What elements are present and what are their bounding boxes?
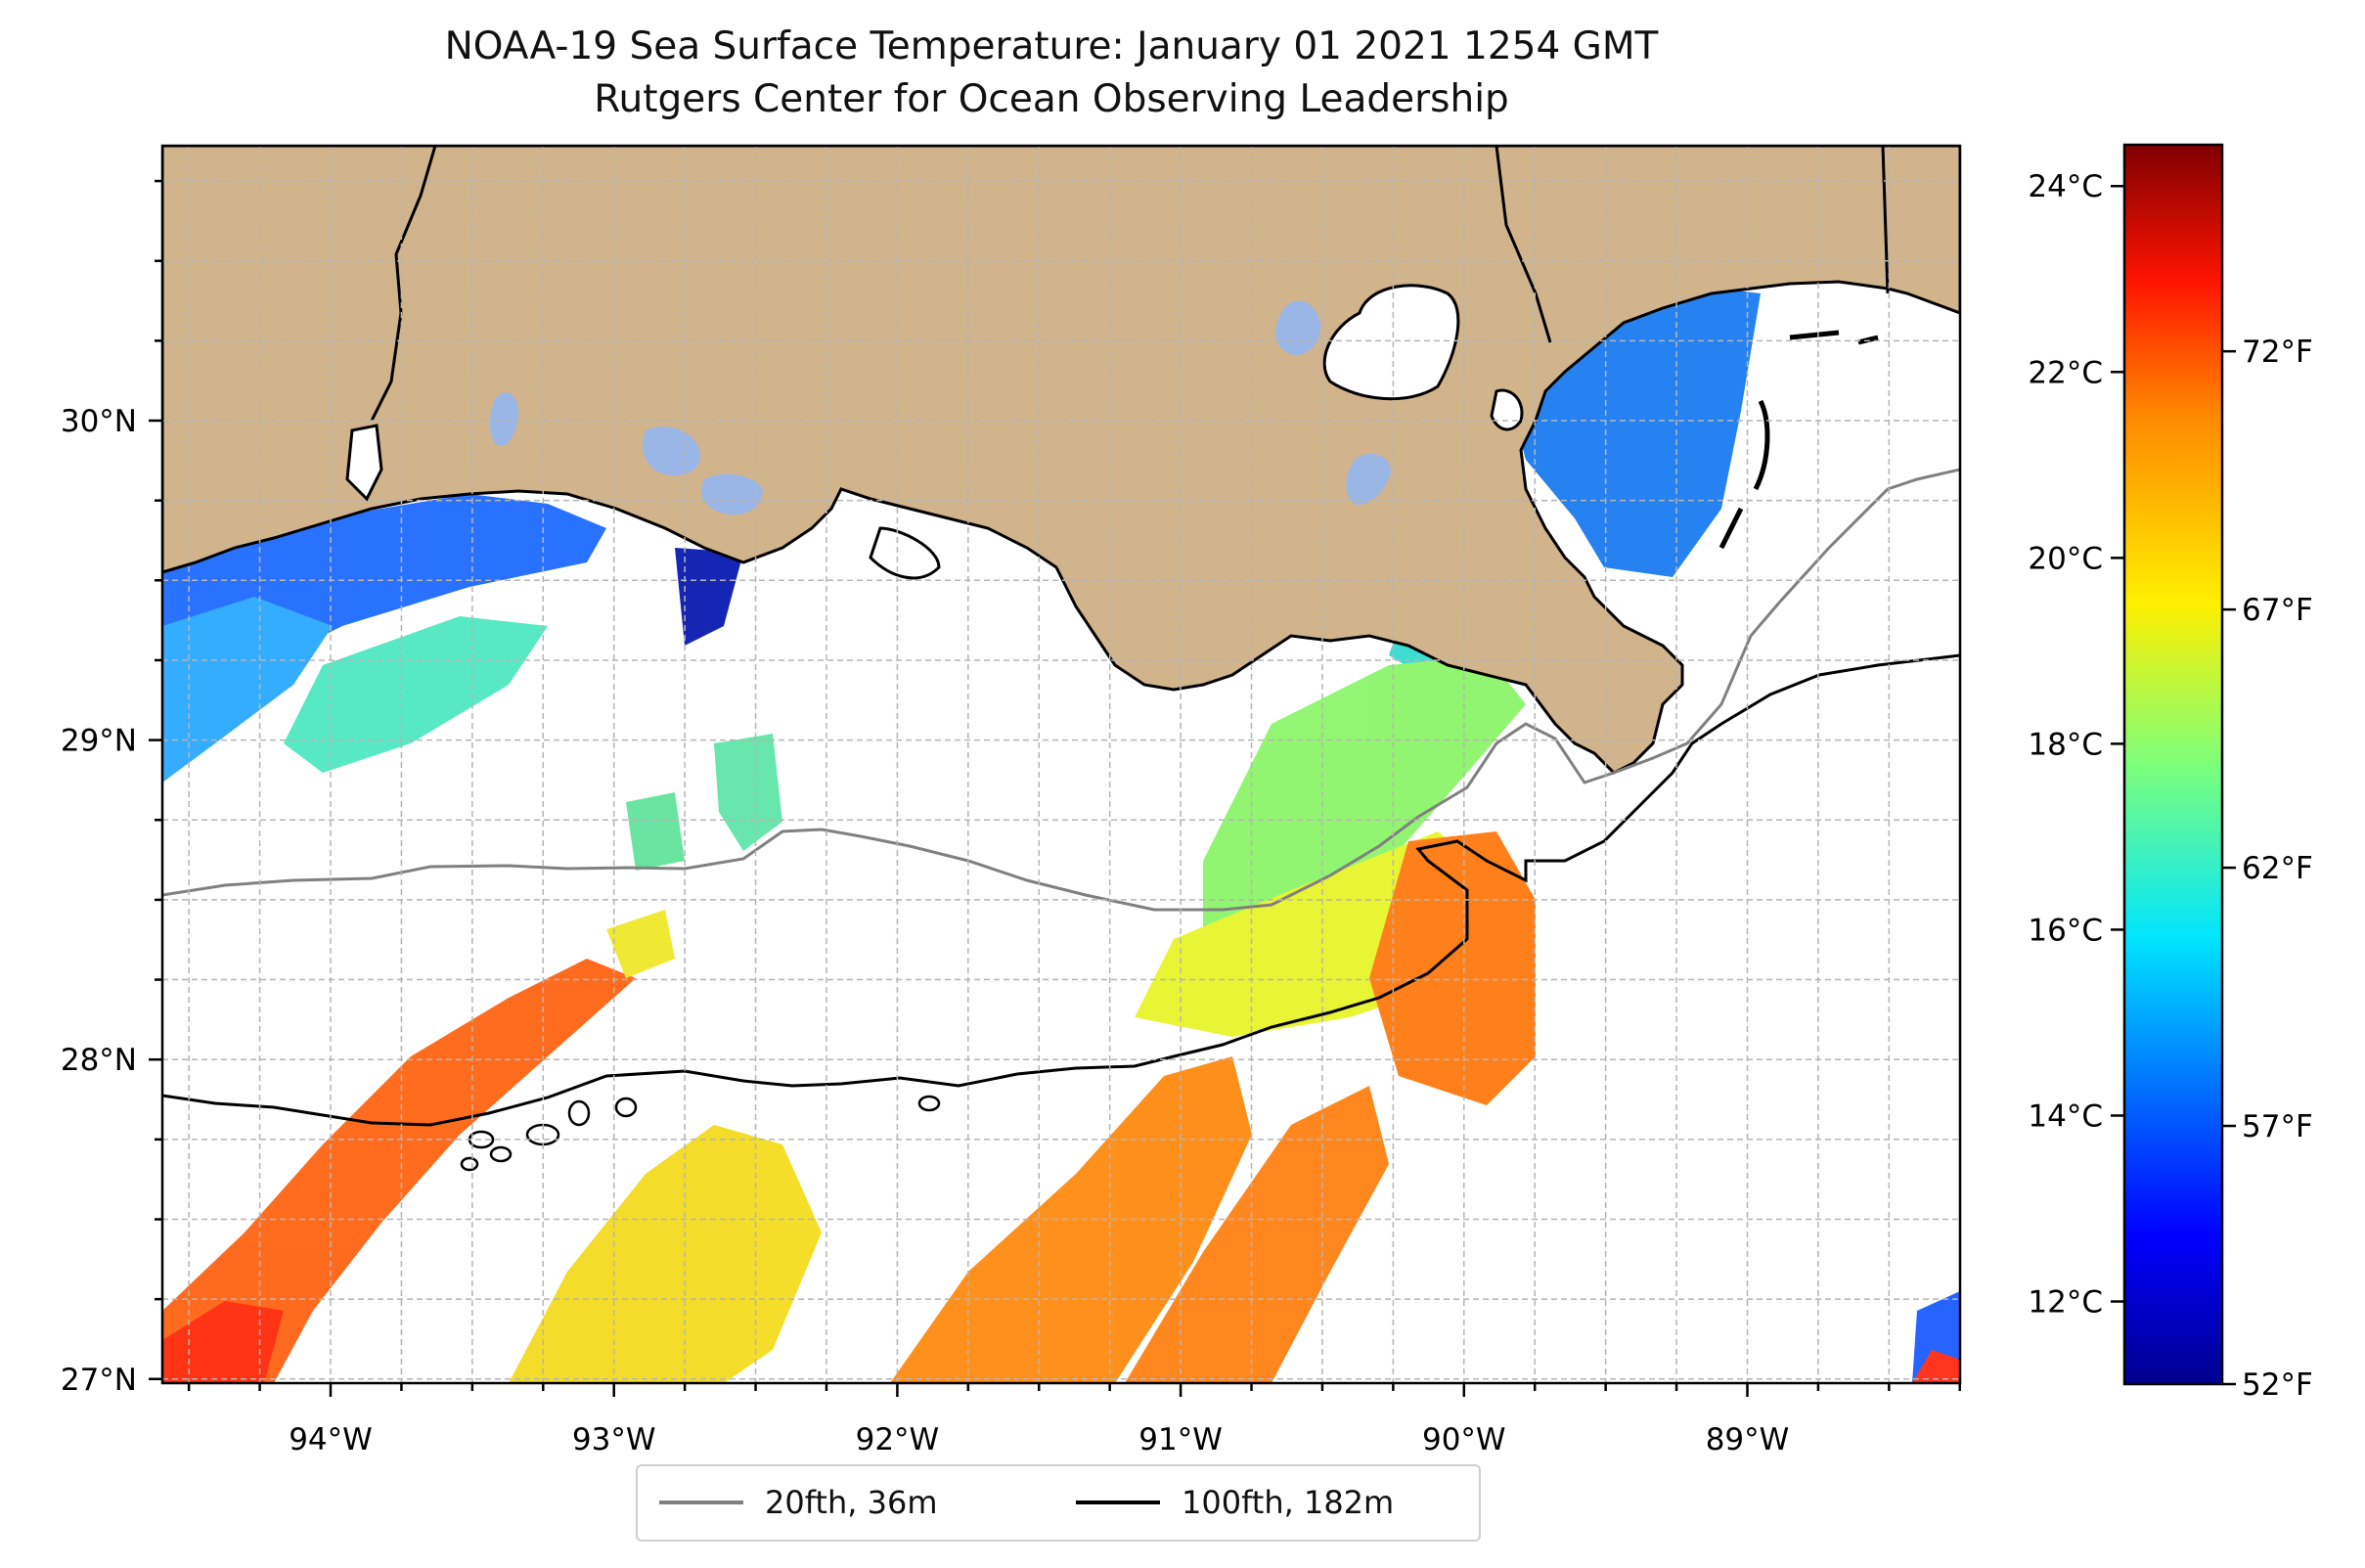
lake-pontchartrain <box>1322 284 1460 401</box>
latitude-labels: 30°N 29°N 28°N 27°N <box>61 404 137 1398</box>
lat-tick-label: 29°N <box>61 724 137 759</box>
lakes <box>345 284 1524 580</box>
chandeleur-islands <box>1718 330 1879 550</box>
lat-tick-label: 30°N <box>61 404 137 439</box>
longitude-labels: 94°W 93°W 92°W 91°W 90°W 89°W <box>289 1422 1789 1457</box>
lat-tick-label: 28°N <box>61 1043 137 1078</box>
legend-item-20fth: 20fth, 36m <box>659 1484 937 1521</box>
fahrenheit-tick-label: 52°F <box>2242 1367 2313 1403</box>
sst-swath-sw-orange <box>162 959 636 1383</box>
land-mass <box>162 146 1960 775</box>
isobath-20fth <box>162 468 1960 912</box>
fahrenheit-tick-label: 72°F <box>2242 335 2313 370</box>
sst-swath-dark-blue <box>675 548 743 646</box>
sst-swath-sw-yellow-2 <box>606 910 675 978</box>
river-line-2 <box>1495 146 1552 343</box>
lake-5 <box>489 392 518 446</box>
colorbar-ticks: 24°C 22°C 20°C 18°C 16°C 14°C 12°C 72°F 67°F 62°F… <box>2028 169 2312 1403</box>
sst-swath-sw-yellow <box>509 1125 822 1383</box>
celsius-tick-label: 22°C <box>2028 355 2103 390</box>
map-subtitle: Rutgers Center for Ocean Observing Leade… <box>594 77 1509 121</box>
gridlines <box>162 146 1961 1383</box>
lon-tick-label: 92°W <box>856 1422 940 1457</box>
colorbar <box>2122 143 2224 1386</box>
lake-2 <box>1346 454 1391 505</box>
fahrenheit-tick-label: 57°F <box>2242 1109 2313 1144</box>
lon-tick-label: 91°W <box>1138 1422 1223 1457</box>
lake-3 <box>642 426 700 476</box>
sst-swath-south-orange-1 <box>890 1056 1252 1383</box>
lake-borgne <box>1490 388 1524 431</box>
sst-swath-patch-2 <box>626 792 685 871</box>
celsius-tick-label: 16°C <box>2028 913 2103 948</box>
isobath-100fth <box>162 653 1960 1127</box>
legend-swatch-20fth <box>659 1501 743 1504</box>
sabine-lake <box>345 424 383 502</box>
lon-tick-label: 90°W <box>1422 1422 1506 1457</box>
lon-tick-label: 89°W <box>1706 1422 1790 1457</box>
sst-swaths <box>162 284 1960 1383</box>
legend-swatch-100fth <box>1076 1501 1160 1504</box>
legend-label-100fth: 100fth, 182m <box>1182 1484 1395 1521</box>
axis-ticks <box>149 179 1962 1397</box>
bay-inlet <box>869 526 941 580</box>
celsius-tick-label: 20°C <box>2028 541 2103 576</box>
lon-tick-label: 94°W <box>289 1422 373 1457</box>
celsius-tick-label: 24°C <box>2028 169 2103 204</box>
sst-swath-patch-1 <box>714 734 782 851</box>
lat-tick-label: 27°N <box>61 1363 137 1398</box>
fahrenheit-tick-label: 67°F <box>2242 593 2313 628</box>
sst-swath-west-cold <box>162 494 606 743</box>
celsius-tick-label: 12°C <box>2028 1285 2103 1321</box>
legend-item-100fth: 100fth, 182m <box>1076 1484 1394 1521</box>
lake-4 <box>700 473 763 515</box>
sst-swath-central-green <box>1203 655 1526 939</box>
state-boundary <box>1881 146 1890 294</box>
river-line <box>370 146 437 422</box>
map-title: NOAA-19 Sea Surface Temperature: January… <box>444 24 1659 68</box>
lon-tick-label: 93°W <box>572 1422 656 1457</box>
lake-1 <box>1274 300 1321 356</box>
sst-swath-west-cyan <box>284 616 548 773</box>
sst-swath-sw-red <box>162 1301 284 1383</box>
sst-swath-south-orange-2 <box>1125 1086 1389 1383</box>
legend-label-20fth: 20fth, 36m <box>765 1484 938 1521</box>
celsius-tick-label: 18°C <box>2028 727 2103 762</box>
legend: 20fth, 36m 100fth, 182m <box>636 1464 1481 1542</box>
celsius-tick-label: 14°C <box>2028 1098 2103 1134</box>
plot-frame <box>160 144 1962 1385</box>
fahrenheit-tick-label: 62°F <box>2242 851 2313 886</box>
sst-swath-west-cool <box>162 597 333 783</box>
